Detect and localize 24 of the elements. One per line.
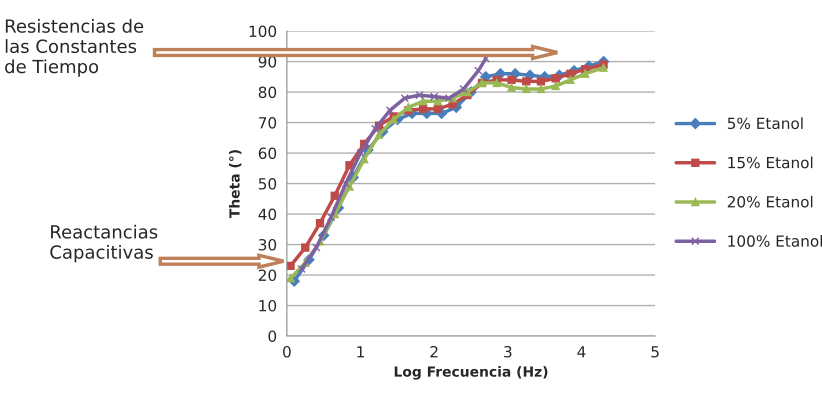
y-tick-label: 100 <box>250 26 276 38</box>
y-axis-title: Theta (°) <box>228 150 242 218</box>
y-tick-label: 50 <box>258 178 276 190</box>
legend-label: 15% Etanol <box>728 156 812 168</box>
x-tick-label: 2 <box>430 346 438 358</box>
x-tick-label: 3 <box>504 346 512 358</box>
y-tick-label: 20 <box>258 269 276 282</box>
y-tick-label: 10 <box>259 300 276 312</box>
y-tick-label: 30 <box>258 238 276 251</box>
y-tick-label: 60 <box>258 148 276 160</box>
x-tick-label: 1 <box>357 346 364 358</box>
x-tick-label: 4 <box>577 346 586 358</box>
y-tick-label: 80 <box>258 86 276 98</box>
y-tick-label: 0 <box>268 330 276 342</box>
legend-label: 100% Etanol <box>728 234 822 247</box>
text: Resistencias de las Constantes de Tiempo <box>5 18 144 77</box>
y-tick-label: 70 <box>258 117 276 129</box>
legend-label: 20% Etanol <box>728 196 812 208</box>
text: Reactancias Capacitivas <box>50 224 158 262</box>
x-axis-title: Log Frecuencia (Hz) <box>394 366 548 380</box>
x-tick-label: 5 <box>651 346 659 358</box>
y-tick-label: 40 <box>258 208 276 220</box>
x-tick-label: 0 <box>283 346 291 358</box>
legend-label: 5% Etanol <box>728 117 803 130</box>
